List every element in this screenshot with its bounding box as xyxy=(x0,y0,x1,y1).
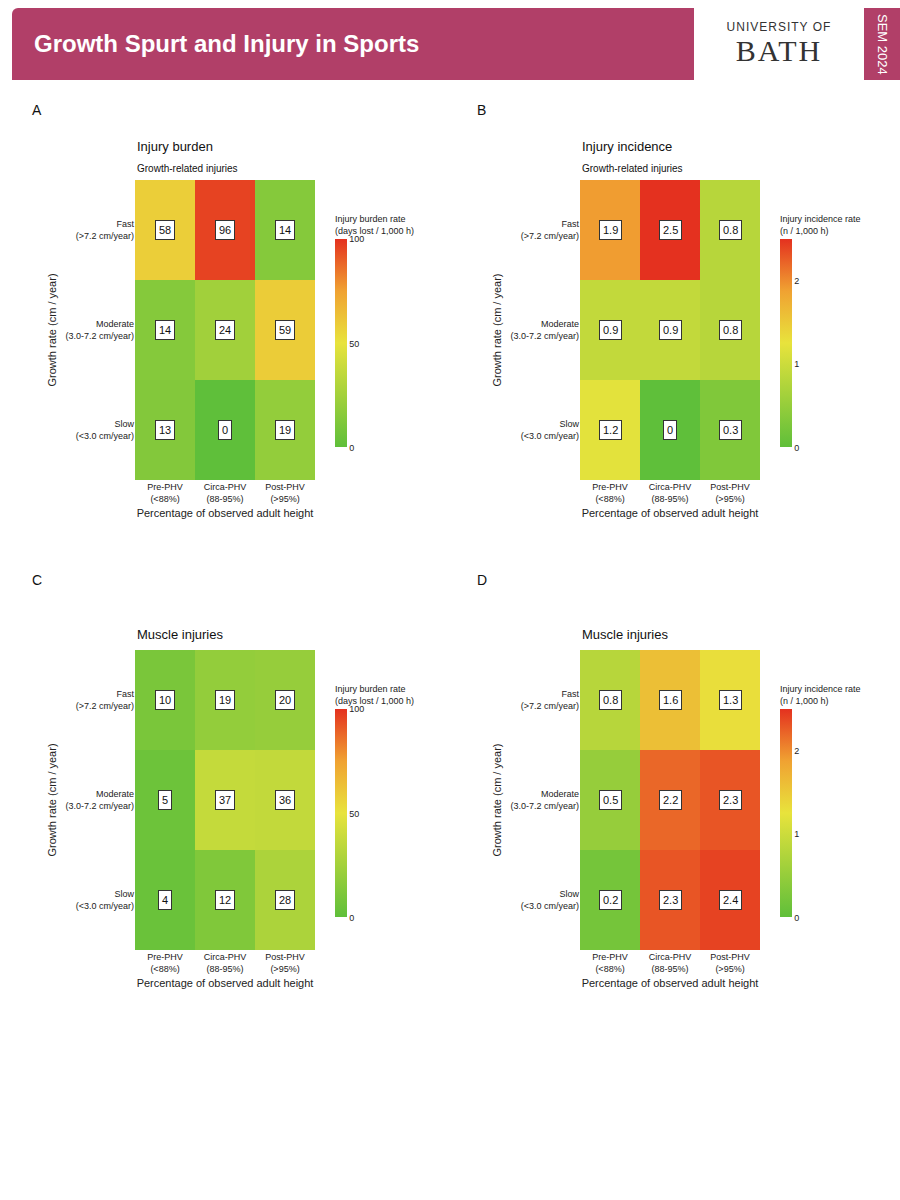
svg-text:Injury burden: Injury burden xyxy=(137,139,213,154)
svg-text:12: 12 xyxy=(219,894,231,906)
svg-text:Growth-related injuries: Growth-related injuries xyxy=(582,163,683,174)
svg-text:0.3: 0.3 xyxy=(723,424,738,436)
svg-text:58: 58 xyxy=(159,224,171,236)
svg-text:0.2: 0.2 xyxy=(603,894,618,906)
svg-text:1.9: 1.9 xyxy=(603,224,618,236)
svg-text:0: 0 xyxy=(794,913,799,923)
svg-text:14: 14 xyxy=(279,224,291,236)
svg-text:2.4: 2.4 xyxy=(723,894,738,906)
svg-text:Growth rate (cm / year): Growth rate (cm / year) xyxy=(46,273,58,386)
html-text:UNIVERSITY OF: UNIVERSITY OF xyxy=(726,20,832,34)
svg-text:Injury burden rate(days lost /: Injury burden rate(days lost / 1,000 h) xyxy=(335,684,414,706)
svg-text:Muscle injuries: Muscle injuries xyxy=(137,627,223,642)
svg-text:19: 19 xyxy=(279,424,291,436)
svg-text:100: 100 xyxy=(349,234,364,244)
svg-text:2: 2 xyxy=(794,746,799,756)
svg-text:Pre-PHV(<88%): Pre-PHV(<88%) xyxy=(147,482,183,504)
svg-text:1: 1 xyxy=(794,829,799,839)
svg-text:Percentage of observed adult h: Percentage of observed adult height xyxy=(137,977,314,989)
svg-text:36: 36 xyxy=(279,794,291,806)
svg-text:Growth rate (cm / year): Growth rate (cm / year) xyxy=(491,743,503,856)
svg-text:59: 59 xyxy=(279,324,291,336)
svg-text:50: 50 xyxy=(349,339,359,349)
svg-text:Percentage of observed adult h: Percentage of observed adult height xyxy=(582,977,759,989)
svg-text:5: 5 xyxy=(162,794,168,806)
svg-text:Circa-PHV(88-95%): Circa-PHV(88-95%) xyxy=(649,952,692,974)
svg-text:37: 37 xyxy=(219,794,231,806)
svg-text:Fast(>7.2 cm/year): Fast(>7.2 cm/year) xyxy=(521,689,580,711)
svg-text:Percentage of observed adult h: Percentage of observed adult height xyxy=(582,507,759,519)
svg-text:Pre-PHV(<88%): Pre-PHV(<88%) xyxy=(147,952,183,974)
svg-text:1.6: 1.6 xyxy=(663,694,678,706)
svg-text:Fast(>7.2 cm/year): Fast(>7.2 cm/year) xyxy=(76,689,135,711)
svg-text:Growth rate (cm / year): Growth rate (cm / year) xyxy=(491,273,503,386)
svg-text:1.3: 1.3 xyxy=(723,694,738,706)
svg-text:0.8: 0.8 xyxy=(723,224,738,236)
svg-text:Injury burden rate(days lost /: Injury burden rate(days lost / 1,000 h) xyxy=(335,214,414,236)
svg-text:1.2: 1.2 xyxy=(603,424,618,436)
svg-text:Injury incidence rate(n / 1,00: Injury incidence rate(n / 1,000 h) xyxy=(780,684,861,706)
svg-text:Percentage of observed adult h: Percentage of observed adult height xyxy=(137,507,314,519)
svg-text:A: A xyxy=(32,102,42,118)
html-text:Growth Spurt and Injury in Spo: Growth Spurt and Injury in Sports xyxy=(34,30,420,57)
svg-text:100: 100 xyxy=(349,704,364,714)
svg-text:Post-PHV(>95%): Post-PHV(>95%) xyxy=(265,482,305,504)
svg-text:Moderate(3.0-7.2 cm/year): Moderate(3.0-7.2 cm/year) xyxy=(65,319,134,341)
svg-text:0: 0 xyxy=(349,443,354,453)
svg-text:2.3: 2.3 xyxy=(723,794,738,806)
svg-text:0.9: 0.9 xyxy=(603,324,618,336)
svg-text:2: 2 xyxy=(794,276,799,286)
svg-text:Moderate(3.0-7.2 cm/year): Moderate(3.0-7.2 cm/year) xyxy=(65,789,134,811)
svg-text:Circa-PHV(88-95%): Circa-PHV(88-95%) xyxy=(649,482,692,504)
svg-text:Post-PHV(>95%): Post-PHV(>95%) xyxy=(710,952,750,974)
svg-text:14: 14 xyxy=(159,324,171,336)
svg-text:20: 20 xyxy=(279,694,291,706)
svg-text:0: 0 xyxy=(794,443,799,453)
svg-text:0.9: 0.9 xyxy=(663,324,678,336)
html-text:BATH: BATH xyxy=(735,34,823,67)
svg-text:Post-PHV(>95%): Post-PHV(>95%) xyxy=(710,482,750,504)
svg-text:Muscle injuries: Muscle injuries xyxy=(582,627,668,642)
svg-text:0.8: 0.8 xyxy=(603,694,618,706)
svg-text:0: 0 xyxy=(667,424,673,436)
svg-text:28: 28 xyxy=(279,894,291,906)
svg-text:50: 50 xyxy=(349,809,359,819)
svg-text:2.3: 2.3 xyxy=(663,894,678,906)
svg-text:Fast(>7.2 cm/year): Fast(>7.2 cm/year) xyxy=(521,219,580,241)
svg-text:B: B xyxy=(477,102,486,118)
svg-text:Moderate(3.0-7.2 cm/year): Moderate(3.0-7.2 cm/year) xyxy=(510,319,579,341)
svg-text:2.2: 2.2 xyxy=(663,794,678,806)
svg-text:Circa-PHV(88-95%): Circa-PHV(88-95%) xyxy=(204,482,247,504)
svg-text:Growth rate (cm / year): Growth rate (cm / year) xyxy=(46,743,58,856)
svg-text:Injury incidence rate(n / 1,00: Injury incidence rate(n / 1,000 h) xyxy=(780,214,861,236)
svg-text:Moderate(3.0-7.2 cm/year): Moderate(3.0-7.2 cm/year) xyxy=(510,789,579,811)
svg-text:0: 0 xyxy=(349,913,354,923)
svg-text:Slow(<3.0 cm/year): Slow(<3.0 cm/year) xyxy=(521,419,580,441)
svg-text:10: 10 xyxy=(159,694,171,706)
svg-text:0: 0 xyxy=(222,424,228,436)
svg-text:Slow(<3.0 cm/year): Slow(<3.0 cm/year) xyxy=(76,419,135,441)
svg-text:D: D xyxy=(477,572,487,588)
svg-text:13: 13 xyxy=(159,424,171,436)
svg-text:24: 24 xyxy=(219,324,231,336)
svg-text:1: 1 xyxy=(794,359,799,369)
svg-text:0.8: 0.8 xyxy=(723,324,738,336)
svg-text:Circa-PHV(88-95%): Circa-PHV(88-95%) xyxy=(204,952,247,974)
svg-text:Post-PHV(>95%): Post-PHV(>95%) xyxy=(265,952,305,974)
svg-text:2.5: 2.5 xyxy=(663,224,678,236)
svg-text:Slow(<3.0 cm/year): Slow(<3.0 cm/year) xyxy=(521,889,580,911)
svg-text:C: C xyxy=(32,572,42,588)
svg-text:Fast(>7.2 cm/year): Fast(>7.2 cm/year) xyxy=(76,219,135,241)
svg-text:Slow(<3.0 cm/year): Slow(<3.0 cm/year) xyxy=(76,889,135,911)
svg-text:Growth-related injuries: Growth-related injuries xyxy=(137,163,238,174)
svg-text:0.5: 0.5 xyxy=(603,794,618,806)
svg-text:Injury incidence: Injury incidence xyxy=(582,139,672,154)
html-text:SEM 2024: SEM 2024 xyxy=(874,13,890,75)
svg-text:Pre-PHV(<88%): Pre-PHV(<88%) xyxy=(592,482,628,504)
svg-text:96: 96 xyxy=(219,224,231,236)
svg-text:19: 19 xyxy=(219,694,231,706)
svg-text:Pre-PHV(<88%): Pre-PHV(<88%) xyxy=(592,952,628,974)
svg-text:4: 4 xyxy=(162,894,168,906)
